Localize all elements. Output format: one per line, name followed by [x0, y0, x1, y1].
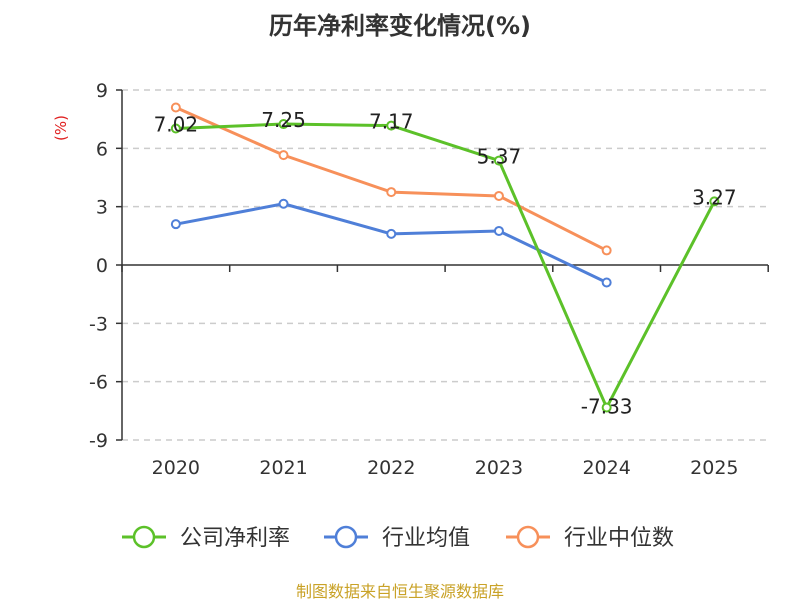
legend-item: 行业中位数 — [506, 525, 674, 551]
data-point — [170, 123, 181, 134]
data-point — [170, 219, 181, 230]
data-label: 3.27 — [692, 185, 737, 209]
y-tick-label: 0 — [96, 255, 108, 277]
grid-lines — [122, 89, 768, 441]
data-point — [278, 198, 289, 209]
x-tick-label: 2024 — [582, 457, 630, 479]
legend-marker — [516, 525, 540, 549]
data-label: -7.33 — [581, 395, 633, 419]
legend: 公司净利率 行业均值 行业中位数 — [122, 525, 674, 551]
legend-marker — [334, 525, 358, 549]
x-tick-label: 2020 — [152, 457, 200, 479]
series-line — [175, 122, 716, 410]
data-point — [493, 190, 504, 201]
y-axis-unit-label: (%) — [52, 115, 70, 141]
y-tick-label: -9 — [89, 430, 108, 452]
legend-item: 行业均值 — [324, 525, 470, 551]
data-point — [386, 187, 397, 198]
data-label: 7.17 — [369, 110, 414, 134]
y-tick-label: 6 — [96, 138, 108, 160]
chart-title: 历年净利率变化情况(%) — [269, 12, 531, 40]
data-point — [278, 150, 289, 161]
data-label: 7.25 — [261, 108, 306, 132]
legend-label: 公司净利率 — [180, 526, 290, 551]
data-point — [601, 402, 612, 413]
data-point — [386, 120, 397, 131]
x-tick-label: 2022 — [367, 457, 415, 479]
data-point — [709, 196, 720, 207]
data-point — [170, 102, 181, 113]
data-label: 5.37 — [477, 145, 522, 169]
legend-label: 行业均值 — [382, 526, 470, 551]
source-note: 制图数据来自恒生聚源数据库 — [295, 582, 504, 601]
x-tick-label: 2025 — [690, 457, 738, 479]
data-point — [601, 277, 612, 288]
legend-marker — [132, 525, 156, 549]
series-line — [175, 202, 608, 284]
axes: 9 6 3 0 -3 -6 -9 2020 2021 2022 2023 2024 2025 (%) — [52, 80, 769, 479]
data-labels: 7.02 7.25 7.17 5.37 -7.33 3.27 — [154, 108, 737, 419]
y-tick-label: -3 — [89, 313, 108, 335]
y-tick-label: 9 — [96, 80, 108, 102]
y-tick-label: -6 — [89, 372, 108, 394]
x-tick-label: 2023 — [475, 457, 523, 479]
data-point — [278, 119, 289, 130]
y-tick-label: 3 — [96, 197, 108, 219]
data-point — [493, 155, 504, 166]
data-label: 7.02 — [154, 113, 199, 137]
data-point — [493, 225, 504, 236]
legend-label: 行业中位数 — [564, 526, 674, 551]
data-point — [601, 245, 612, 256]
legend-item: 公司净利率 — [122, 525, 290, 551]
series-lines — [170, 102, 720, 413]
x-tick-label: 2021 — [259, 457, 307, 479]
data-point — [386, 228, 397, 239]
